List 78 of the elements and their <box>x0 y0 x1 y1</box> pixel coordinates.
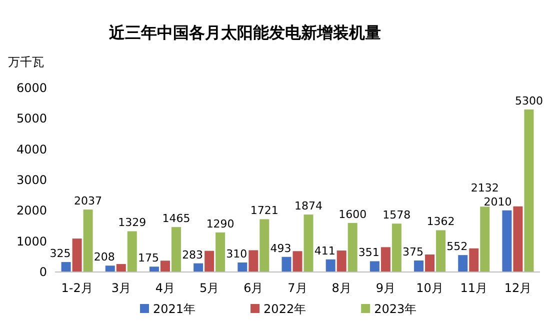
bar <box>238 262 248 272</box>
data-label: 1465 <box>162 212 190 226</box>
x-tick-label: 12月 <box>504 281 532 295</box>
data-label: 283 <box>182 248 204 262</box>
bar <box>61 262 71 272</box>
x-tick-label: 1-2月 <box>61 281 93 295</box>
y-tick-label: 5000 <box>16 112 47 126</box>
data-label: 325 <box>50 247 71 260</box>
legend-label: 2023年 <box>374 302 417 316</box>
x-tick-label: 10月 <box>416 281 444 295</box>
bar <box>248 250 258 272</box>
bar <box>502 210 512 272</box>
data-label: 5300 <box>514 94 543 108</box>
x-tick-label: 8月 <box>332 281 352 295</box>
data-label: 2010 <box>484 195 512 208</box>
bar <box>116 264 126 272</box>
x-tick-label: 5月 <box>200 281 220 295</box>
bar <box>513 206 523 272</box>
chart-title: 近三年中国各月太阳能发电新增装机量 <box>108 23 381 42</box>
bar <box>326 259 336 272</box>
bar <box>260 219 270 272</box>
bar <box>171 227 181 272</box>
y-tick-label: 0 <box>39 265 47 279</box>
y-tick-label: 3000 <box>16 173 47 187</box>
data-label: 2037 <box>74 194 102 208</box>
data-label: 208 <box>94 250 115 264</box>
x-tick-label: 7月 <box>288 281 308 295</box>
bar <box>160 260 170 272</box>
data-label: 375 <box>402 246 424 258</box>
data-label: 1874 <box>294 200 322 213</box>
bar <box>458 255 468 272</box>
bar <box>83 210 93 272</box>
bar <box>480 206 490 272</box>
bar <box>304 214 314 272</box>
data-label: 2132 <box>470 181 499 194</box>
bar <box>149 266 159 272</box>
x-tick-label: 4月 <box>155 281 176 295</box>
bar <box>72 238 82 272</box>
bar <box>194 263 204 272</box>
data-label: 351 <box>358 246 380 260</box>
bar <box>392 224 402 272</box>
bar <box>436 230 446 272</box>
data-label: 175 <box>138 252 159 265</box>
bar <box>127 231 137 272</box>
bar <box>414 260 424 272</box>
bar <box>204 250 214 272</box>
y-tick-label: 6000 <box>16 81 47 95</box>
legend-label: 2021年 <box>153 302 196 316</box>
data-label: 552 <box>446 240 468 254</box>
x-tick-label: 9月 <box>376 281 396 295</box>
bar <box>524 109 534 272</box>
data-label: 1362 <box>426 215 455 228</box>
data-label: 1290 <box>206 217 234 230</box>
bar <box>380 247 390 272</box>
y-tick-label: 4000 <box>16 142 47 156</box>
bar <box>348 222 358 272</box>
bar <box>105 266 115 272</box>
x-tick-label: 3月 <box>111 281 131 295</box>
bar <box>469 248 479 272</box>
data-label: 1329 <box>118 216 146 230</box>
legend-label: 2022年 <box>264 302 306 316</box>
x-tick-label: 6月 <box>244 281 264 295</box>
data-label: 411 <box>314 244 336 258</box>
y-tick-label: 1000 <box>16 234 47 248</box>
bar <box>370 261 380 272</box>
bar <box>282 256 292 272</box>
bar <box>292 251 302 272</box>
data-label: 1578 <box>382 208 411 222</box>
x-tick-label: 11月 <box>460 281 488 295</box>
bar <box>425 254 435 272</box>
data-label: 310 <box>226 247 248 260</box>
data-label: 1721 <box>250 204 278 218</box>
bar <box>216 232 226 272</box>
y-tick-label: 2000 <box>16 204 47 218</box>
data-label: 1600 <box>338 208 367 221</box>
y-axis-title: 万千瓦 <box>8 55 44 69</box>
bar <box>336 250 346 272</box>
data-label: 493 <box>270 242 292 255</box>
